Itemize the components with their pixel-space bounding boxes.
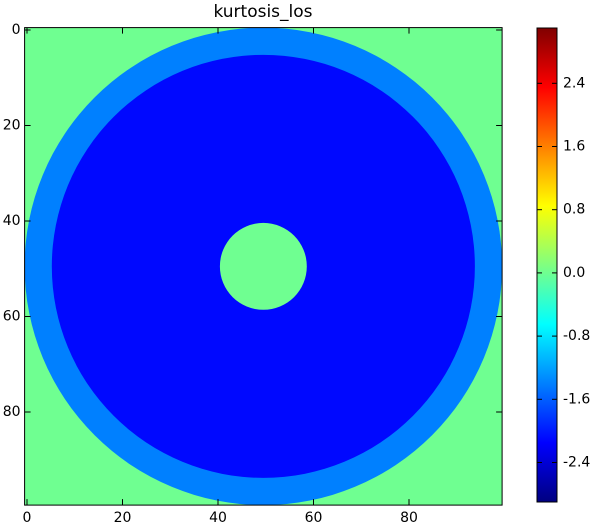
x-tick-label: 40 — [209, 510, 227, 524]
y-tick-label: 80 — [3, 404, 21, 420]
colorbar-tick-label: 2.4 — [563, 75, 585, 91]
axes: 0 20 40 60 80 0 20 40 60 80 -2.4 -1.6 -0.8 0.0 0.8 1.6 2… — [3, 22, 591, 526]
colorbar-tick-label: 1.6 — [563, 139, 585, 155]
colorbar-tick-label: -0.8 — [563, 328, 590, 344]
y-tick-label: 0 — [12, 22, 21, 38]
axes-frame — [24, 27, 503, 506]
x-tick-label: 60 — [305, 510, 323, 524]
y-tick-label: 60 — [3, 308, 21, 324]
colorbar-tick-label: -1.6 — [563, 391, 590, 407]
colorbar-tick-label: 0.0 — [563, 265, 585, 281]
colorbar-tick-label: 0.8 — [563, 202, 585, 218]
x-tick-label: 20 — [114, 510, 132, 524]
heatmap-region — [219, 222, 307, 310]
x-tick-label: 80 — [400, 510, 418, 524]
y-tick-label: 20 — [3, 117, 21, 133]
chart-title: kurtosis_los — [213, 2, 312, 22]
plot-area — [24, 27, 503, 506]
colorbar-tick-label: -2.4 — [563, 455, 590, 471]
y-tick-label: 40 — [3, 213, 21, 229]
x-tick-label: 0 — [23, 510, 32, 524]
colorbar — [536, 27, 558, 503]
